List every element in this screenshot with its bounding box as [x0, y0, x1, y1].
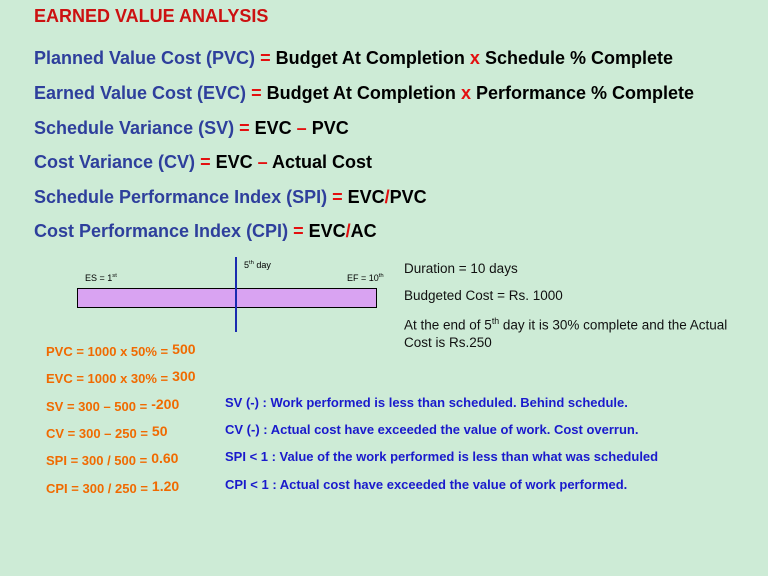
current-day-line — [235, 257, 237, 332]
formula: Schedule Variance (SV) = EVC – PVC — [34, 118, 349, 139]
mid-after: day — [253, 260, 271, 270]
formula-term: Earned Value Cost (EVC) — [34, 83, 247, 103]
calc-note: SV (-) : Work performed is less than sch… — [225, 394, 628, 410]
formula-equals: = — [260, 48, 271, 68]
formula-operator: / — [384, 187, 390, 207]
formula-operand: PVC — [389, 187, 427, 207]
calc-formula: PVC = 1000 x 50% = — [46, 344, 169, 359]
formula: Schedule Performance Index (SPI) = EVC/P… — [34, 187, 427, 208]
formula-equals: = — [239, 118, 250, 138]
calc-result: 500 — [172, 341, 196, 357]
status-before: At the end of 5 — [404, 317, 492, 333]
status-after: day it is 30% complete and the Actual Co… — [404, 317, 728, 350]
calculation: CPI = 300 / 250 = 1.20 — [46, 477, 180, 496]
formula-equals: = — [293, 221, 304, 241]
formula-operand: Performance % Complete — [475, 83, 695, 103]
formula-operand: Budget At Completion — [266, 83, 456, 103]
calc-result: 1.20 — [151, 477, 180, 494]
duration: Duration = 10 days — [404, 261, 518, 276]
formula-operand: EVC — [254, 118, 292, 138]
formula-operand: Schedule % Complete — [484, 48, 673, 68]
mid-label: 5th day — [244, 260, 271, 270]
end-sup: th — [378, 273, 384, 279]
formula-operator: – — [296, 118, 307, 138]
formula-term: Cost Performance Index (CPI) — [34, 221, 289, 241]
calculation: SV = 300 – 500 = -200 — [46, 395, 180, 414]
formula-operand: EVC — [347, 187, 385, 207]
formula-operand: Actual Cost — [272, 152, 373, 172]
formula: Cost Performance Index (CPI) = EVC/AC — [34, 221, 377, 242]
calc-result: 300 — [172, 368, 196, 385]
formula-operand: Budget At Completion — [275, 48, 465, 68]
formula: Earned Value Cost (EVC) = Budget At Comp… — [34, 83, 694, 104]
calc-formula: EVC = 1000 x 30% = — [46, 371, 169, 387]
formula-operator: – — [257, 152, 268, 172]
timeline-bar — [77, 288, 377, 308]
formula-operand: AC — [350, 221, 377, 241]
calc-formula: SPI = 300 / 500 = — [46, 453, 148, 469]
start-label: ES = 1st — [85, 273, 117, 283]
formula: Planned Value Cost (PVC) = Budget At Com… — [34, 48, 673, 69]
calc-formula: SV = 300 – 500 = — [46, 398, 148, 414]
calc-result: 0.60 — [151, 450, 179, 467]
formula-equals: = — [332, 187, 343, 207]
calculation: PVC = 1000 x 50% = 500 — [46, 341, 196, 359]
formula-operand: PVC — [311, 118, 349, 138]
calc-formula: CPI = 300 / 250 = — [46, 480, 148, 496]
formula-equals: = — [251, 83, 262, 103]
mid-sup: th — [249, 260, 254, 266]
status-sup: th — [491, 316, 500, 326]
calculation: EVC = 1000 x 30% = 300 — [46, 368, 196, 387]
status: At the end of 5th day it is 30% complete… — [404, 313, 734, 351]
formula-term: Schedule Performance Index (SPI) — [34, 187, 328, 207]
start-sup: st — [112, 273, 117, 279]
calculation: CV = 300 – 250 = 50 — [46, 422, 168, 441]
calc-result: -200 — [151, 395, 180, 412]
formula-operand: EVC — [215, 152, 253, 172]
start-text: ES = 1 — [85, 273, 113, 283]
mid-text: 5 — [244, 260, 250, 270]
calc-result: 50 — [151, 422, 168, 439]
budget: Budgeted Cost = Rs. 1000 — [404, 288, 563, 303]
formula-term: Cost Variance (CV) — [34, 152, 196, 172]
formula-operator: x — [460, 83, 471, 103]
formula-operator: x — [469, 48, 480, 68]
calc-note: CV (-) : Actual cost have exceeded the v… — [225, 421, 639, 437]
calc-note: CPI < 1 : Actual cost have exceeded the … — [225, 476, 628, 492]
formula-equals: = — [200, 152, 211, 172]
calculation: SPI = 300 / 500 = 0.60 — [46, 450, 179, 469]
formula: Cost Variance (CV) = EVC – Actual Cost — [34, 152, 372, 173]
calc-formula: CV = 300 – 250 = — [46, 425, 148, 441]
calc-note: SPI < 1 : Value of the work performed is… — [225, 449, 659, 465]
end-label: EF = 10th — [347, 273, 384, 283]
formula-operator: / — [345, 221, 351, 241]
formula-term: Planned Value Cost (PVC) — [34, 48, 256, 68]
formula-operand: EVC — [308, 221, 346, 241]
end-text: EF = 10 — [347, 273, 379, 283]
formula-term: Schedule Variance (SV) — [34, 118, 235, 138]
title: EARNED VALUE ANALYSIS — [34, 6, 269, 26]
